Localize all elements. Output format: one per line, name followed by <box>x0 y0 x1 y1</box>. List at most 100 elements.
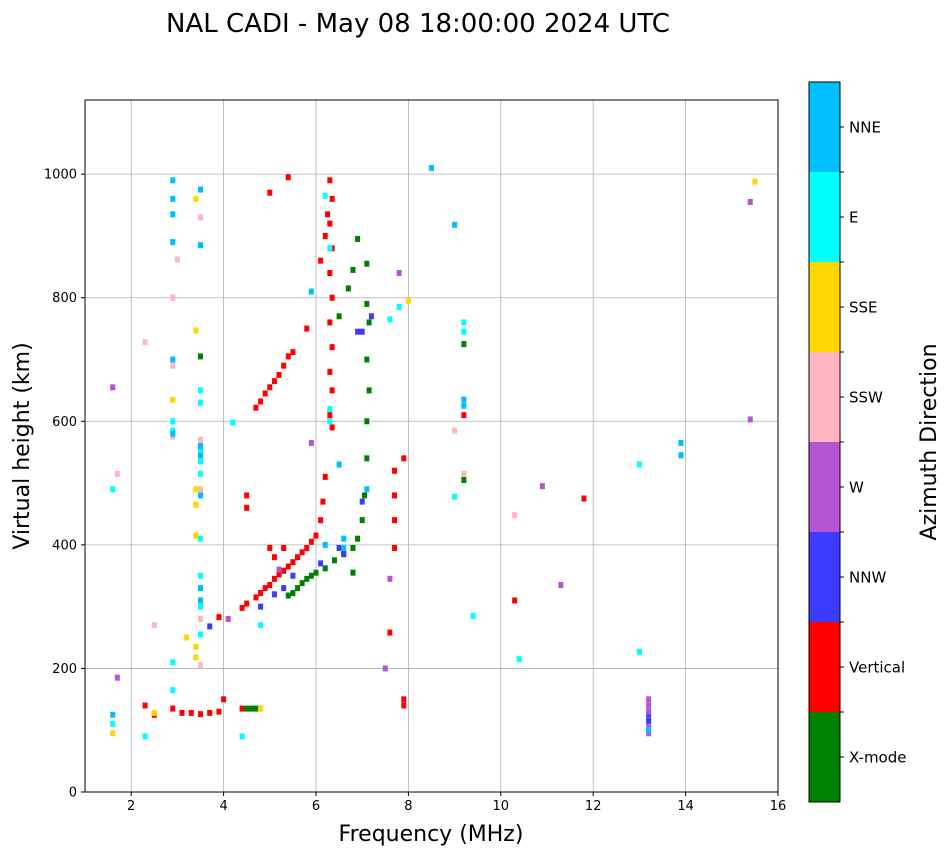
x-tick-label: 2 <box>127 799 135 814</box>
data-point <box>355 328 361 335</box>
data-point <box>285 174 291 181</box>
data-point <box>329 294 335 301</box>
data-point <box>646 702 652 709</box>
data-point <box>114 674 120 681</box>
data-point <box>295 554 301 561</box>
data-point <box>142 733 148 740</box>
data-point <box>285 592 291 599</box>
data-point <box>304 544 310 551</box>
y-tick-label: 0 <box>69 786 77 801</box>
data-point <box>581 495 587 502</box>
data-point <box>366 319 372 326</box>
data-point <box>368 313 374 320</box>
data-point <box>170 396 176 403</box>
data-point <box>239 733 245 740</box>
colorbar-label: Azimuth Direction <box>917 343 942 540</box>
chart-title: NAL CADI - May 08 18:00:00 2024 UTC <box>166 9 670 39</box>
data-point <box>350 569 356 576</box>
data-point <box>221 696 227 703</box>
data-point <box>193 654 199 661</box>
data-point <box>174 256 180 263</box>
data-marks <box>110 164 758 740</box>
data-point <box>290 559 296 566</box>
data-point <box>281 362 287 369</box>
data-point <box>336 313 342 320</box>
data-point <box>359 517 365 524</box>
colorbar-tick-label: NNE <box>849 119 881 137</box>
data-point <box>110 730 116 737</box>
data-point <box>262 390 268 397</box>
colorbar: X-mode Vertical NNW W SSW SSE E NNE <box>808 81 906 803</box>
data-point <box>636 461 642 468</box>
data-point <box>364 356 370 363</box>
data-point <box>364 418 370 425</box>
data-point <box>170 659 176 666</box>
data-point <box>207 623 213 630</box>
data-point <box>193 501 199 508</box>
data-point <box>299 580 305 587</box>
x-tick-label: 12 <box>585 799 602 814</box>
data-point <box>512 512 518 519</box>
data-point <box>392 492 398 499</box>
y-axis-label: Virtual height (km) <box>10 342 35 549</box>
y-tick-label: 600 <box>52 415 77 430</box>
x-tick-label: 8 <box>404 799 412 814</box>
data-point <box>327 177 333 184</box>
data-point <box>313 569 319 576</box>
data-point <box>304 325 310 332</box>
data-point <box>276 571 282 578</box>
data-point <box>285 563 291 570</box>
data-point <box>281 544 287 551</box>
data-point <box>170 687 176 694</box>
data-point <box>322 192 328 199</box>
data-point <box>362 492 368 499</box>
data-point <box>225 616 231 622</box>
data-point <box>198 470 203 477</box>
data-point <box>295 585 301 592</box>
data-point <box>216 614 222 621</box>
data-point <box>646 727 652 734</box>
data-point <box>461 319 467 326</box>
data-point <box>401 696 407 703</box>
data-point <box>170 418 176 425</box>
colorbar-segment <box>809 262 840 352</box>
colorbar-tick-label: E <box>849 209 858 227</box>
y-tick-label: 400 <box>52 538 77 553</box>
x-tick-label: 10 <box>493 799 510 814</box>
data-point <box>170 430 176 437</box>
data-point <box>401 455 407 462</box>
colorbar-segment <box>809 532 840 622</box>
y-axis-ticks: 0 200 400 600 800 1000 <box>44 168 85 801</box>
data-point <box>244 705 250 712</box>
data-point <box>193 486 199 493</box>
data-point <box>198 214 203 221</box>
data-point <box>320 498 326 505</box>
data-point <box>239 604 245 611</box>
data-point <box>308 439 314 446</box>
data-point <box>405 297 411 304</box>
x-axis-ticks: 2 4 6 8 10 12 14 16 <box>127 792 786 814</box>
data-point <box>308 572 314 579</box>
data-point <box>110 384 116 391</box>
data-point <box>558 582 564 589</box>
data-point <box>516 656 522 663</box>
data-point <box>359 498 365 505</box>
data-point <box>281 585 287 592</box>
data-point <box>678 452 684 459</box>
data-point <box>170 356 176 363</box>
data-point <box>142 702 148 709</box>
data-point <box>179 709 185 716</box>
data-point <box>267 582 273 589</box>
x-tick-label: 14 <box>677 799 694 814</box>
data-point <box>253 705 259 712</box>
data-point <box>110 486 116 493</box>
data-point <box>341 551 347 558</box>
data-point <box>198 662 203 669</box>
series-sse <box>110 178 758 737</box>
data-point <box>327 405 333 412</box>
data-point <box>253 594 259 601</box>
y-tick-label: 1000 <box>44 168 77 183</box>
data-point <box>327 412 333 419</box>
data-point <box>198 616 203 622</box>
data-point <box>230 419 236 426</box>
